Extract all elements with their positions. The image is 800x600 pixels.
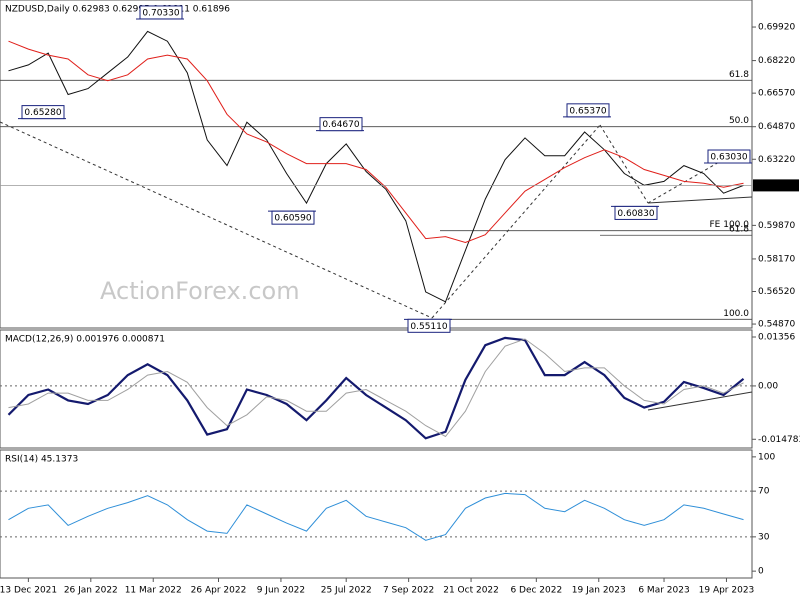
x-tick-label: 26 Jan 2022 <box>64 586 118 596</box>
series-line <box>8 40 744 244</box>
x-tick-label: 19 Apr 2023 <box>699 586 755 596</box>
price-label-box <box>707 149 751 164</box>
y-tick-label: 0.66570 <box>758 89 795 99</box>
price-label: 0.63030 <box>710 153 747 163</box>
level-label: FE 100.0 <box>710 220 750 230</box>
price-label: 0.60590 <box>274 214 311 224</box>
y-tick-label: 100 <box>758 452 775 462</box>
y-tick-label: 0.69920 <box>758 23 795 33</box>
series-line <box>7 336 745 440</box>
y-tick-label: 0.01356 <box>758 333 795 343</box>
price-label: 0.60830 <box>617 209 654 219</box>
trendline <box>647 196 753 204</box>
price-label: 0.70330 <box>142 8 179 18</box>
price-label: 0.64670 <box>322 120 359 130</box>
y-tick-label: 0.00 <box>758 381 778 391</box>
y-tick-label: 30 <box>758 532 770 542</box>
watermark: ActionForex.com <box>100 277 300 305</box>
price-label-box <box>407 318 451 333</box>
x-tick-label: 26 Apr 2022 <box>191 586 247 596</box>
panel-title: RSI(14) 45.1373 <box>5 455 78 465</box>
last-price-label: 0.61896 <box>757 181 794 191</box>
price-label-box <box>271 210 315 225</box>
price-label: 0.65280 <box>24 108 61 118</box>
y-tick-label: 0.64870 <box>758 122 795 132</box>
price-label: 0.55110 <box>410 322 447 332</box>
x-tick-label: 19 Jan 2023 <box>572 586 626 596</box>
level-label: 61.8 <box>729 225 749 235</box>
level-label: 100.0 <box>723 309 749 319</box>
y-tick-label: 0.59870 <box>758 221 795 231</box>
level-label: 61.8 <box>729 70 749 80</box>
y-tick-label: -0.014783 <box>758 435 800 445</box>
series-line <box>8 492 744 541</box>
y-tick-label: 0.54870 <box>758 320 795 330</box>
y-tick-label: 0.56520 <box>758 287 795 297</box>
y-tick-label: 70 <box>758 487 770 497</box>
trendline <box>647 391 753 411</box>
rsi-panel <box>0 449 753 579</box>
x-tick-label: 13 Dec 2021 <box>0 586 57 596</box>
price-label-box <box>319 117 363 132</box>
x-tick-label: 6 Dec 2022 <box>510 586 562 596</box>
price-label-box <box>566 103 610 118</box>
y-tick-label: 0.63220 <box>758 155 795 165</box>
panel-title: MACD(12,26,9) 0.001976 0.000871 <box>5 335 165 345</box>
price-label-box <box>21 105 65 120</box>
y-tick-label: 0 <box>758 567 764 577</box>
macd-panel <box>0 329 753 449</box>
price-label: 0.65370 <box>569 106 606 116</box>
x-tick-label: 21 Oct 2022 <box>443 586 499 596</box>
x-tick-label: 6 Mar 2023 <box>638 586 689 596</box>
series-line <box>8 338 744 438</box>
price-label-box <box>614 205 658 220</box>
trendline <box>599 124 649 204</box>
x-tick-label: 25 Jul 2022 <box>321 586 372 596</box>
level-label: 50.0 <box>729 116 749 126</box>
y-tick-label: 0.58170 <box>758 254 795 264</box>
last-price-box <box>753 179 799 192</box>
y-tick-label: 0.68220 <box>758 56 795 66</box>
x-tick-label: 11 Mar 2022 <box>125 586 182 596</box>
price-panel <box>0 0 753 329</box>
x-tick-label: 9 Jun 2022 <box>257 586 305 596</box>
x-tick-label: 7 Sep 2022 <box>383 586 434 596</box>
price-label-box <box>139 5 183 20</box>
trendline <box>0 121 433 319</box>
series-line <box>8 30 744 303</box>
trendline <box>431 124 601 319</box>
panel-title: NZDUSD,Daily 0.62983 0.62995 0.61811 0.6… <box>5 5 230 15</box>
